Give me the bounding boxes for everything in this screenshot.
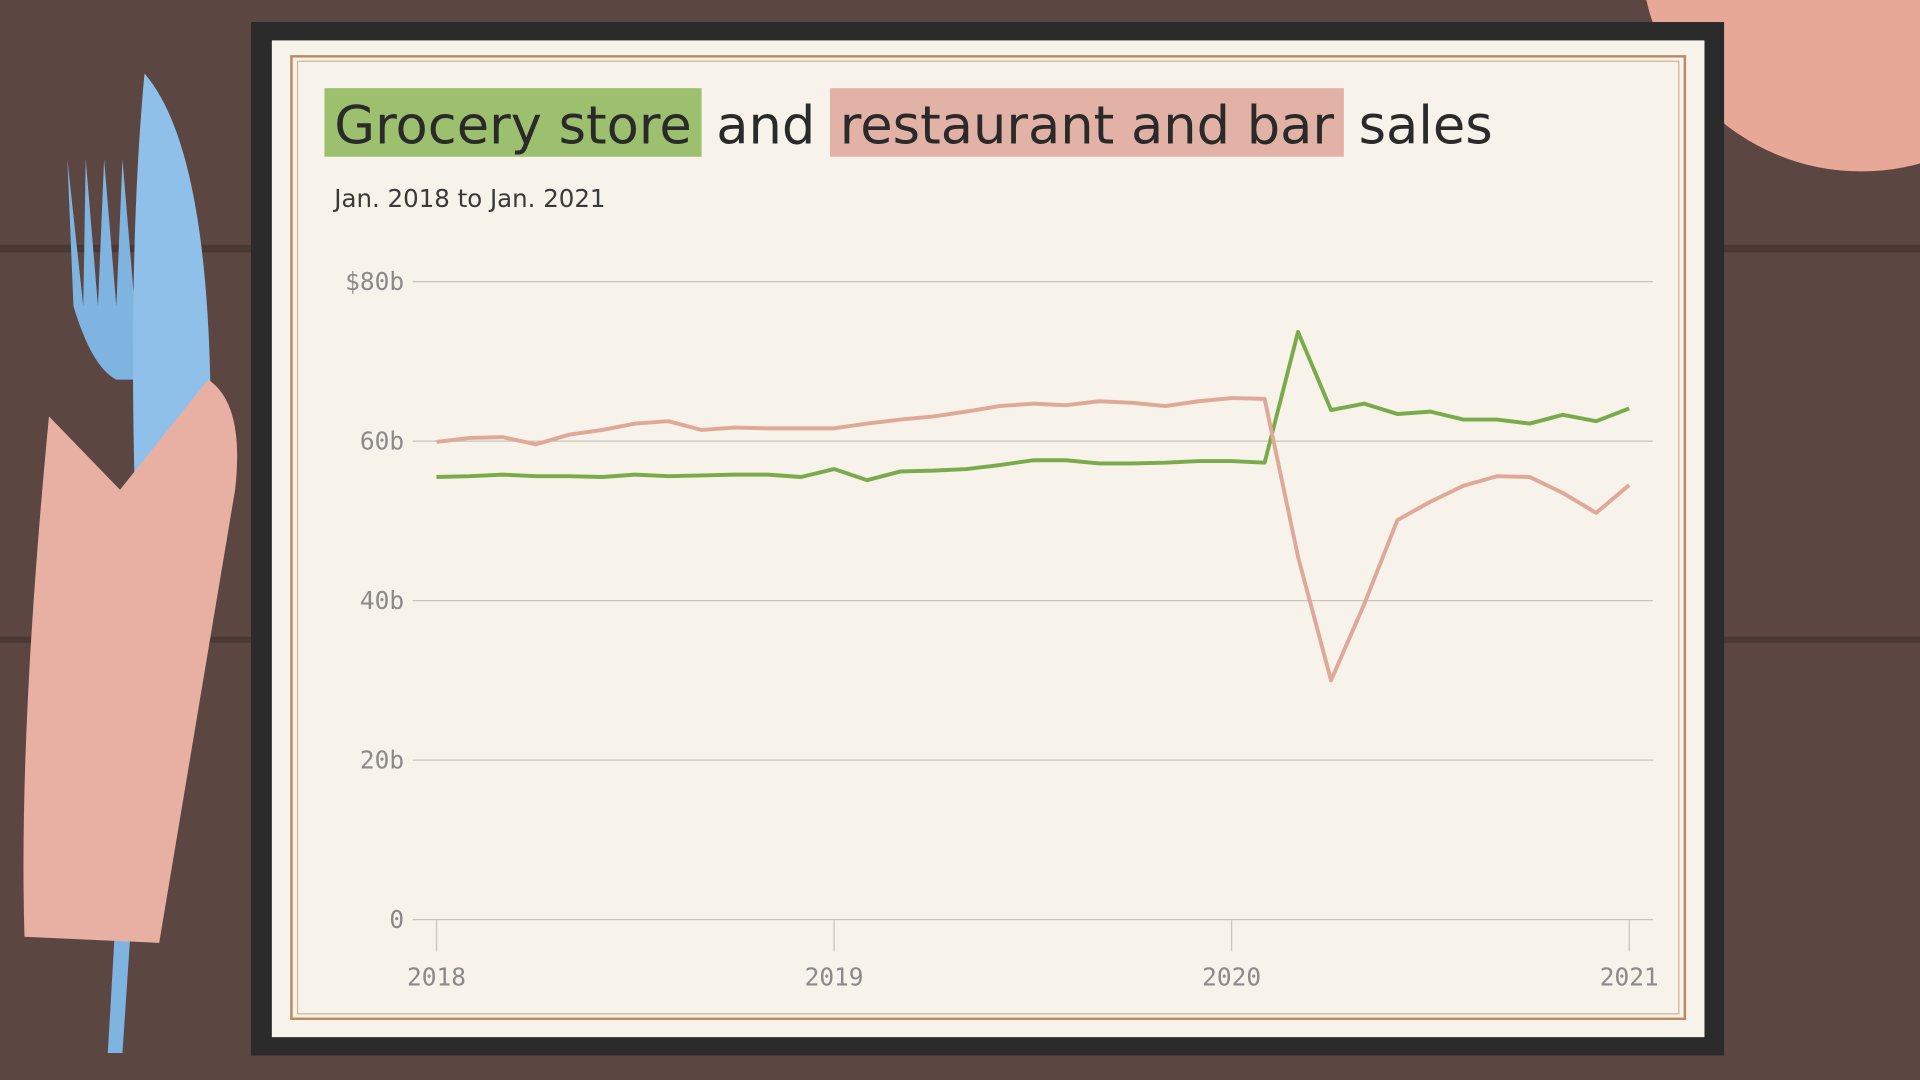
y-tick-label: 40b <box>360 586 404 615</box>
x-tick-label: 2018 <box>407 963 466 992</box>
y-tick-label: 60b <box>360 427 404 456</box>
card <box>271 40 1705 1038</box>
x-tick-label: 2019 <box>805 963 864 992</box>
y-tick-label: 0 <box>389 905 404 934</box>
title: Grocery store and restaurant and bar sales <box>324 88 1493 157</box>
fork <box>67 153 149 380</box>
napkin <box>23 379 238 943</box>
title-part: and <box>716 95 815 156</box>
x-tick-label: 2021 <box>1600 963 1659 992</box>
knife <box>132 73 211 490</box>
title-highlight <box>324 88 702 157</box>
y-tick-label: 20b <box>360 746 404 775</box>
series-line <box>436 396 1631 683</box>
x-tick-label: 2020 <box>1202 963 1261 992</box>
subtitle: Jan. 2018 to Jan. 2021 <box>332 184 605 213</box>
series-line <box>436 329 1630 483</box>
card-border <box>290 55 1687 1020</box>
fork-handle <box>107 906 133 1054</box>
title-part: restaurant and bar <box>840 95 1335 156</box>
title-part: sales <box>1359 95 1493 156</box>
title-highlight <box>830 88 1344 157</box>
y-tick-label: $80b <box>345 267 404 296</box>
title-part: Grocery store <box>334 95 691 156</box>
card-border-inner <box>296 60 1680 1015</box>
